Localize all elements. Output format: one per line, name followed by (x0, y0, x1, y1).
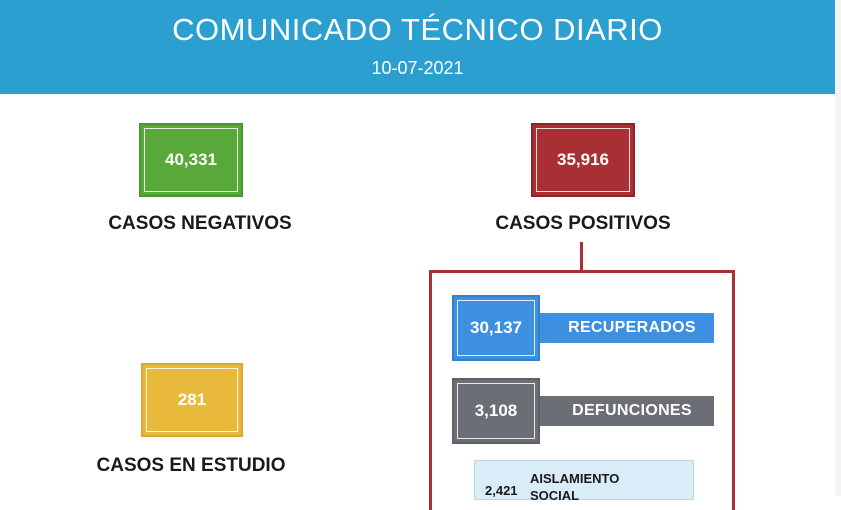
isolation-label: AISLAMIENTO SOCIAL (530, 470, 619, 504)
report-date: 10-07-2021 (371, 58, 464, 78)
deaths-label-bar: DEFUNCIONES (536, 396, 714, 426)
right-edge-strip (835, 0, 841, 496)
negative-cases-label: CASOS NEGATIVOS (108, 213, 292, 234)
positive-breakdown-frame (429, 270, 735, 510)
recovered-label-bar: RECUPERADOS (536, 313, 714, 343)
negative-cases-value: 40,331 (165, 150, 217, 169)
recovered-value: 30,137 (470, 318, 522, 337)
header-banner: COMUNICADO TÉCNICO DIARIO 10-07-2021 (0, 0, 835, 94)
study-cases-value-box: 281 (141, 363, 243, 437)
page-title: COMUNICADO TÉCNICO DIARIO (172, 12, 663, 47)
isolation-label-line1: AISLAMIENTO (530, 471, 620, 486)
positive-cases-label: CASOS POSITIVOS (495, 213, 671, 234)
deaths-value-box: 3,108 (452, 378, 540, 444)
negative-cases-value-box: 40,331 (139, 123, 243, 197)
positive-cases-value: 35,916 (557, 150, 609, 169)
isolation-box: 2,421 AISLAMIENTO SOCIAL (474, 460, 694, 503)
study-cases-label: CASOS EN ESTUDIO (96, 455, 286, 476)
positive-connector-line (580, 242, 583, 272)
deaths-value: 3,108 (474, 401, 518, 420)
recovered-label: RECUPERADOS (568, 319, 696, 336)
study-cases-value: 281 (177, 390, 207, 409)
isolation-value: 2,421 (485, 483, 518, 498)
positive-cases-value-box: 35,916 (531, 123, 635, 197)
recovered-value-box: 30,137 (452, 295, 540, 361)
deaths-label: DEFUNCIONES (572, 402, 692, 419)
